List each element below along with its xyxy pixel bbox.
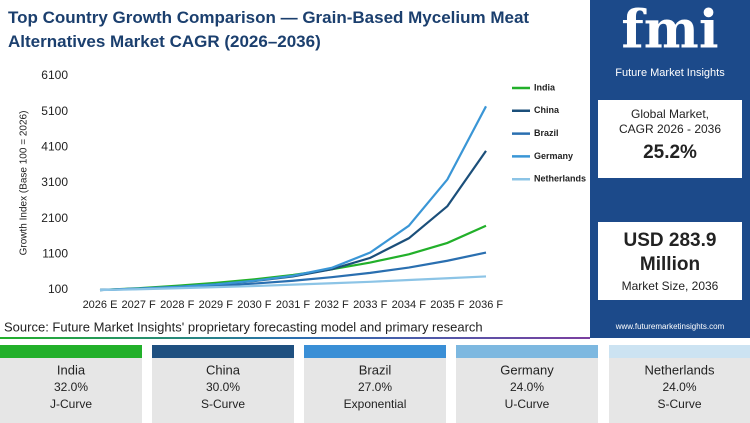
y-tick-label: 1100 <box>42 247 68 261</box>
card-country: Germany <box>500 362 554 377</box>
y-axis-label: Growth Index (Base 100 = 2026) <box>19 111 30 256</box>
card-curve: S-Curve <box>657 397 701 411</box>
x-tick-label: 2033 F <box>353 299 388 311</box>
cagr-label: Global Market, <box>631 107 709 121</box>
x-tick-label: 2029 F <box>199 299 234 311</box>
card-cagr: 24.0% <box>510 380 544 394</box>
x-tick-label: 2030 F <box>237 299 272 311</box>
y-tick-label: 2100 <box>41 211 68 225</box>
card-country: India <box>57 362 86 377</box>
x-tick-label: 2035 F <box>430 299 465 311</box>
x-tick-label: 2031 F <box>276 299 311 311</box>
card-cagr: 32.0% <box>54 380 88 394</box>
card-bar <box>0 345 142 358</box>
card-curve: U-Curve <box>505 397 550 411</box>
cagr-value: 25.2% <box>643 142 697 163</box>
size-value: Million <box>640 254 700 275</box>
y-tick-label: 5100 <box>41 104 68 118</box>
card-cagr: 27.0% <box>358 380 392 394</box>
y-tick-label: 3100 <box>41 175 68 189</box>
size-value: USD 283.9 <box>624 230 717 251</box>
series-line <box>99 105 487 292</box>
legend-label: Brazil <box>534 128 559 138</box>
card-cagr: 30.0% <box>206 380 240 394</box>
divider <box>0 337 590 339</box>
card <box>609 358 750 423</box>
card <box>0 358 142 423</box>
y-tick-label: 6100 <box>41 68 68 82</box>
chart-title: Top Country Growth Comparison — Grain-Ba… <box>8 8 530 51</box>
card <box>152 358 294 423</box>
legend-label: China <box>534 105 560 115</box>
x-tick-label: 2026 E <box>83 299 118 311</box>
card <box>304 358 446 423</box>
legend-label: India <box>534 82 556 92</box>
series-line <box>99 275 487 292</box>
card-curve: S-Curve <box>201 397 245 411</box>
card-country: China <box>206 362 241 377</box>
card-curve: Exponential <box>344 397 407 411</box>
url: www.futuremarketinsights.com <box>615 322 725 331</box>
card-bar <box>152 345 294 358</box>
brand-name: Future Market Insights <box>615 67 725 79</box>
x-tick-label: 2036 F <box>469 299 504 311</box>
card-country: Brazil <box>359 362 392 377</box>
card-country: Netherlands <box>644 362 715 377</box>
x-tick-label: 2028 F <box>160 299 195 311</box>
card-curve: J-Curve <box>50 397 92 411</box>
card-bar <box>456 345 598 358</box>
cagr-box <box>598 100 742 178</box>
y-tick-label: 100 <box>48 282 68 296</box>
x-tick-label: 2027 F <box>121 299 156 311</box>
y-tick-label: 4100 <box>41 140 68 154</box>
x-tick-label: 2034 F <box>392 299 427 311</box>
card <box>456 358 598 423</box>
x-tick-label: 2032 F <box>314 299 349 311</box>
series-line <box>99 150 487 292</box>
cagr-label: CAGR 2026 - 2036 <box>619 122 721 136</box>
size-label: Market Size, 2036 <box>622 279 719 293</box>
logo: fmi <box>621 0 718 61</box>
card-bar <box>304 345 446 358</box>
legend-label: Germany <box>534 151 573 161</box>
legend-label: Netherlands <box>534 174 586 184</box>
size-box <box>598 222 742 300</box>
card-bar <box>609 345 750 358</box>
card-cagr: 24.0% <box>662 380 696 394</box>
source: Source: Future Market Insights' propriet… <box>4 319 483 334</box>
